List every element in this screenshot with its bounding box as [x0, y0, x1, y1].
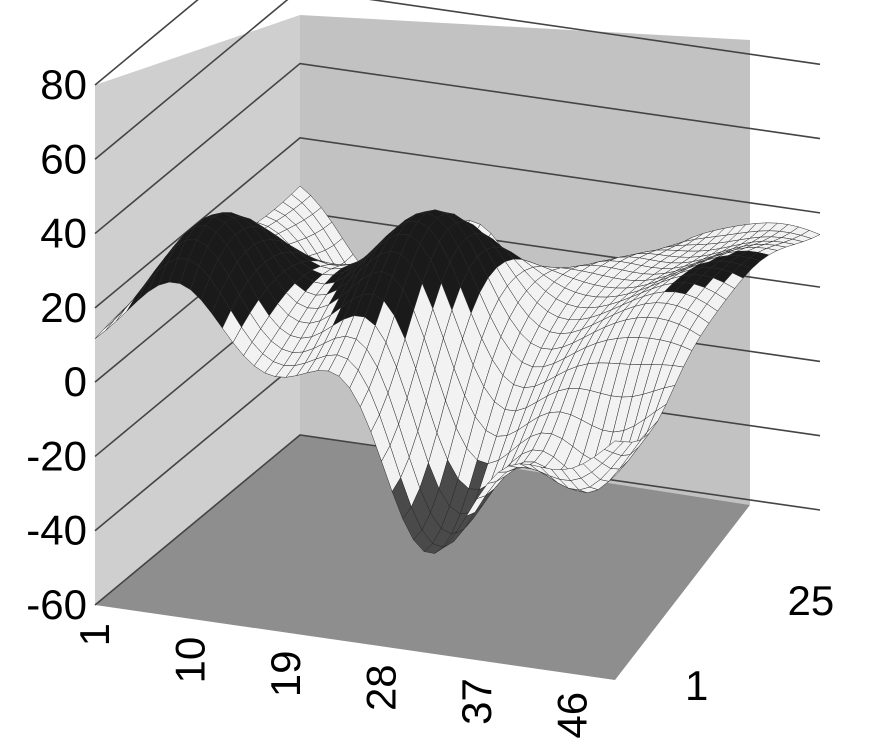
gridline — [94, 0, 821, 160]
y-tick-label: 20 — [40, 284, 87, 331]
x-tick-label: 46 — [549, 692, 596, 739]
depth-tick-label: 25 — [788, 577, 835, 624]
depth-tick-label: 1 — [685, 662, 708, 709]
gridline — [94, 0, 199, 86]
y-tick-label: -20 — [26, 432, 87, 479]
y-tick-label: 80 — [40, 61, 87, 108]
gridline — [94, 434, 821, 606]
depth-axis-ticks: 12549 — [685, 577, 835, 709]
y-tick-label: 0 — [64, 358, 87, 405]
x-tick-label: 37 — [453, 678, 500, 725]
x-tick-label: 19 — [262, 651, 309, 698]
y-tick-label: -40 — [26, 507, 87, 554]
y-tick-label: 60 — [40, 135, 87, 182]
x-axis-ticks: 1 10 19 28 37 46 — [71, 623, 596, 739]
y-tick-label: 40 — [40, 210, 87, 257]
y-tick-label: -60 — [26, 581, 87, 628]
surface-cell — [603, 440, 625, 454]
gridline — [94, 137, 821, 309]
gridline — [94, 62, 821, 235]
x-tick-label: 10 — [167, 637, 214, 684]
x-tick-label: 28 — [358, 664, 405, 711]
left-wall — [95, 15, 300, 605]
floor — [95, 435, 750, 680]
x-tick-label: 1 — [71, 623, 118, 646]
surface-mesh — [94, 185, 821, 554]
y-axis-ticks: 80 60 40 20 0 -20 -40 -60 — [26, 61, 87, 628]
